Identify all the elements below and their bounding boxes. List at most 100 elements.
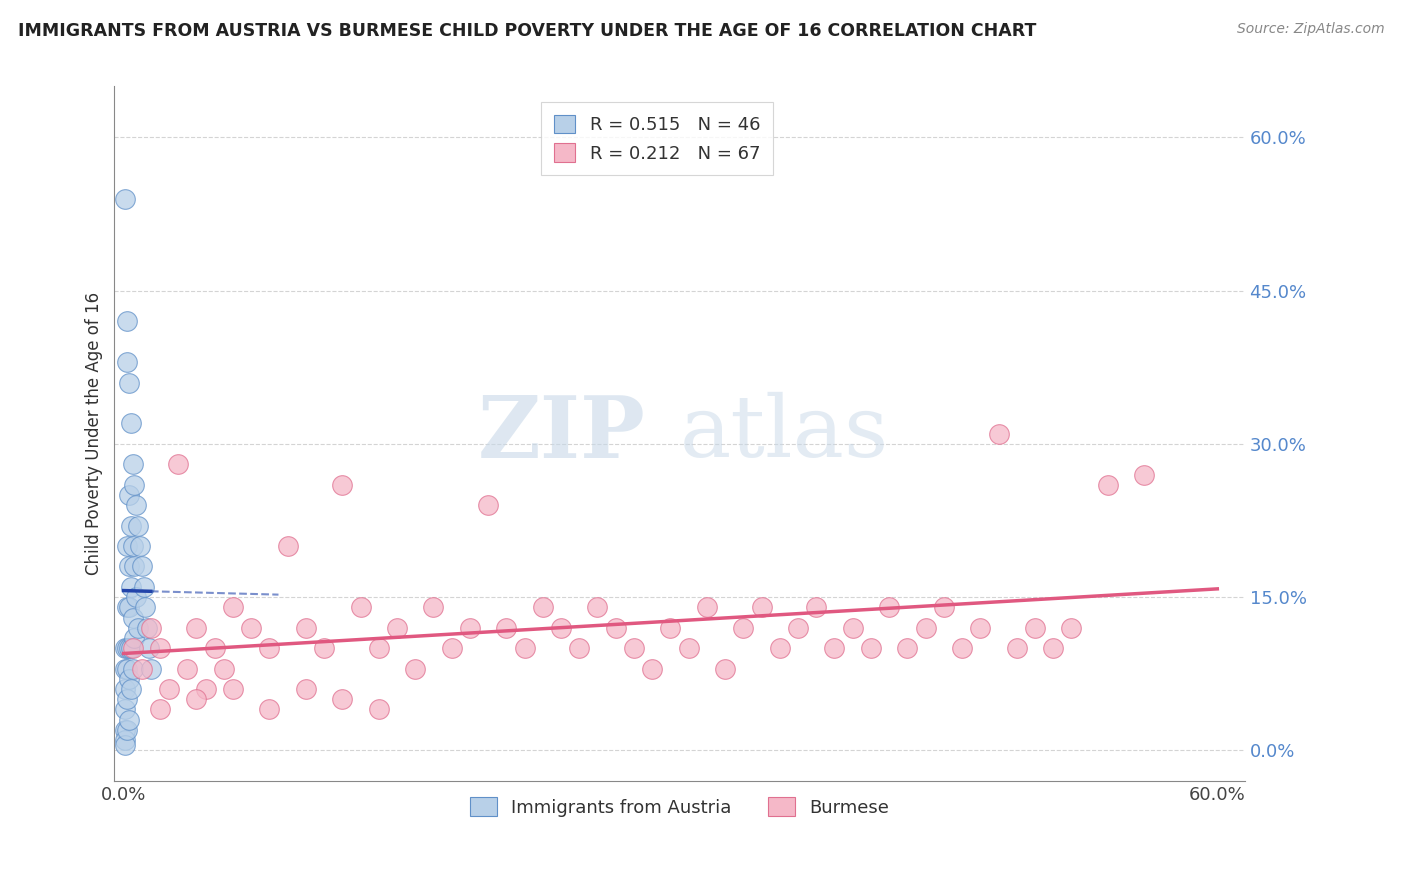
Point xyxy=(787,621,810,635)
Point xyxy=(222,681,245,696)
Point xyxy=(896,641,918,656)
Point xyxy=(167,458,190,472)
Point xyxy=(114,733,136,747)
Point xyxy=(139,621,162,635)
Point xyxy=(1060,621,1083,635)
Point xyxy=(295,681,318,696)
Point xyxy=(114,641,136,656)
Point xyxy=(125,590,148,604)
Point xyxy=(751,600,773,615)
Point xyxy=(824,641,846,656)
Point xyxy=(240,621,263,635)
Text: atlas: atlas xyxy=(679,392,889,475)
Point xyxy=(841,621,863,635)
Point xyxy=(176,662,198,676)
Point xyxy=(114,723,136,737)
Point xyxy=(129,539,152,553)
Point xyxy=(127,518,149,533)
Text: Source: ZipAtlas.com: Source: ZipAtlas.com xyxy=(1237,22,1385,37)
Point xyxy=(714,662,737,676)
Point xyxy=(641,662,664,676)
Point xyxy=(118,559,141,574)
Point xyxy=(118,672,141,686)
Point xyxy=(277,539,299,553)
Point xyxy=(134,600,156,615)
Point xyxy=(120,681,142,696)
Point xyxy=(125,498,148,512)
Point xyxy=(222,600,245,615)
Point xyxy=(877,600,900,615)
Legend: Immigrants from Austria, Burmese: Immigrants from Austria, Burmese xyxy=(463,790,897,824)
Point xyxy=(1097,477,1119,491)
Point xyxy=(204,641,226,656)
Point xyxy=(121,458,143,472)
Point xyxy=(115,539,138,553)
Point xyxy=(115,723,138,737)
Point xyxy=(121,539,143,553)
Point xyxy=(404,662,426,676)
Point xyxy=(330,692,353,706)
Point xyxy=(458,621,481,635)
Point xyxy=(733,621,755,635)
Point xyxy=(385,621,408,635)
Point xyxy=(131,662,153,676)
Point xyxy=(330,477,353,491)
Point xyxy=(121,641,143,656)
Point xyxy=(149,641,172,656)
Point xyxy=(186,692,208,706)
Point xyxy=(115,641,138,656)
Point xyxy=(367,641,389,656)
Point xyxy=(124,631,146,645)
Point xyxy=(121,662,143,676)
Point xyxy=(859,641,882,656)
Point xyxy=(118,376,141,390)
Point xyxy=(120,518,142,533)
Point xyxy=(118,713,141,727)
Point xyxy=(186,621,208,635)
Point xyxy=(115,662,138,676)
Point xyxy=(115,355,138,369)
Point xyxy=(932,600,955,615)
Point xyxy=(259,702,281,716)
Point xyxy=(349,600,371,615)
Point xyxy=(1005,641,1028,656)
Point xyxy=(513,641,536,656)
Point xyxy=(124,477,146,491)
Point xyxy=(531,600,554,615)
Point xyxy=(127,621,149,635)
Point xyxy=(120,580,142,594)
Point xyxy=(495,621,517,635)
Point xyxy=(114,738,136,752)
Point xyxy=(312,641,335,656)
Point xyxy=(194,681,217,696)
Point xyxy=(114,192,136,206)
Point xyxy=(1024,621,1046,635)
Point xyxy=(124,559,146,574)
Point xyxy=(623,641,645,656)
Point xyxy=(149,702,172,716)
Point xyxy=(114,702,136,716)
Point xyxy=(295,621,318,635)
Point xyxy=(115,314,138,328)
Point xyxy=(120,641,142,656)
Point xyxy=(806,600,828,615)
Point xyxy=(678,641,700,656)
Point xyxy=(118,641,141,656)
Point xyxy=(118,488,141,502)
Point xyxy=(259,641,281,656)
Point xyxy=(212,662,235,676)
Text: IMMIGRANTS FROM AUSTRIA VS BURMESE CHILD POVERTY UNDER THE AGE OF 16 CORRELATION: IMMIGRANTS FROM AUSTRIA VS BURMESE CHILD… xyxy=(18,22,1036,40)
Point xyxy=(136,621,159,635)
Point xyxy=(367,702,389,716)
Point xyxy=(987,426,1010,441)
Point xyxy=(132,580,155,594)
Point xyxy=(1042,641,1064,656)
Point xyxy=(586,600,609,615)
Point xyxy=(118,600,141,615)
Point xyxy=(115,600,138,615)
Point xyxy=(121,610,143,624)
Point xyxy=(914,621,936,635)
Point xyxy=(659,621,682,635)
Point xyxy=(1133,467,1156,482)
Point xyxy=(114,681,136,696)
